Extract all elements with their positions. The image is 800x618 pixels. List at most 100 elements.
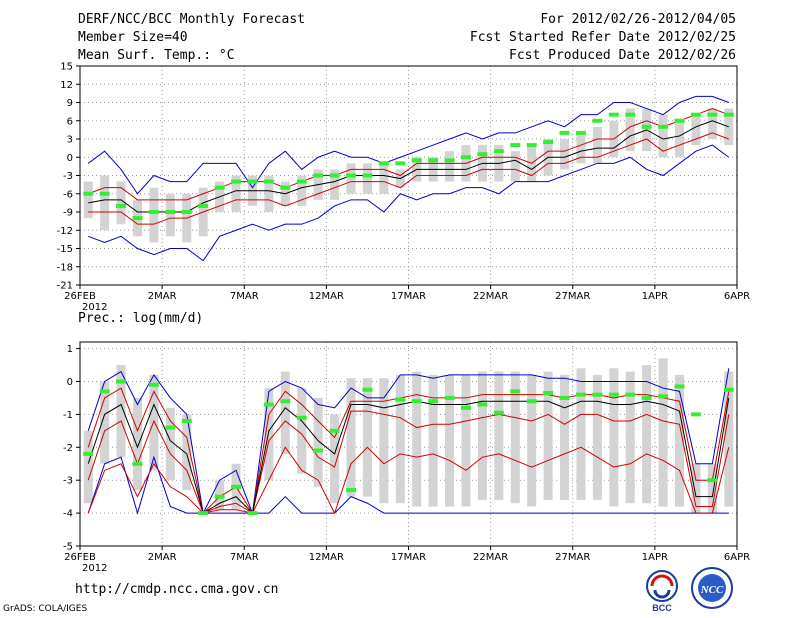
spread-box (116, 181, 126, 225)
spread-box (346, 163, 356, 194)
obs-marker (165, 425, 176, 430)
spread-box (362, 163, 372, 194)
obs-marker (510, 389, 521, 394)
produced-date: Fcst Produced Date 2012/02/26 (509, 48, 736, 63)
obs-marker (477, 402, 488, 407)
spread-box (658, 358, 668, 507)
spread-box (445, 374, 455, 507)
spread-box (642, 365, 652, 504)
upper-line (88, 108, 729, 201)
y-tick-label: -9 (63, 208, 73, 219)
obs-marker (378, 161, 389, 166)
spread-box (165, 407, 175, 481)
x-tick-label: 12MAR (309, 291, 344, 302)
bcc-logo-text: BCC (652, 603, 672, 613)
obs-marker (641, 124, 652, 129)
obs-marker (116, 203, 127, 208)
variable-label: Mean Surf. Temp.: °C (78, 48, 235, 63)
obs-marker (346, 173, 357, 178)
obs-marker (625, 112, 636, 117)
obs-marker (214, 185, 225, 190)
obs-marker (723, 112, 734, 117)
spread-box (560, 139, 570, 170)
obs-marker (296, 415, 307, 420)
x-year-label: 2012 (82, 302, 107, 313)
obs-marker (395, 161, 406, 166)
spread-box (362, 378, 372, 497)
obs-marker (592, 118, 603, 123)
x-tick-label: 22MAR (473, 291, 508, 302)
spread-box (560, 374, 570, 500)
obs-marker (181, 418, 192, 423)
spread-box (379, 378, 389, 504)
obs-marker (543, 391, 554, 395)
spread-box (83, 430, 93, 504)
obs-marker (526, 143, 537, 148)
y-tick-label: 3 (67, 135, 73, 146)
obs-marker (559, 130, 570, 135)
spread-box (231, 175, 241, 212)
y-tick-label: 0 (67, 377, 73, 388)
bcc-logo: BCC (646, 570, 678, 613)
footer-url[interactable]: http://cmdp.ncc.cma.gov.cn (75, 582, 279, 597)
obs-marker (116, 379, 127, 384)
obs-marker (510, 143, 521, 148)
spread-box (379, 163, 389, 194)
y-tick-label: 9 (67, 98, 73, 109)
obs-marker (329, 428, 340, 433)
grads-credit: GrADS: COLA/IGES (3, 604, 88, 614)
x-tick-label: 17MAR (391, 552, 426, 563)
obs-marker (460, 405, 471, 410)
obs-marker (362, 387, 373, 392)
obs-marker (132, 461, 143, 466)
max-line (87, 95, 729, 195)
chart-title: DERF/NCC/BCC Monthly Forecast (78, 12, 305, 27)
spread-box (280, 371, 290, 454)
obs-marker (362, 173, 373, 178)
obs-marker (280, 399, 291, 404)
obs-marker (247, 179, 258, 184)
spread-box (445, 151, 455, 182)
obs-marker (674, 118, 685, 123)
obs-marker (313, 448, 324, 453)
spread-box (609, 368, 619, 507)
obs-marker (148, 210, 159, 214)
x-tick-label: 26FEB (64, 552, 96, 563)
y-tick-label: -12 (57, 226, 73, 237)
spread-box (625, 371, 635, 504)
obs-marker (99, 389, 110, 394)
obs-marker (83, 191, 94, 196)
spread-box (264, 175, 274, 212)
spread-box (527, 374, 537, 507)
x-tick-label: 22MAR (473, 552, 508, 563)
spread-box (297, 388, 307, 474)
panel-precip: -5 -4 -3 -2 -1 0 1 26FEB 2MAR 7MAR 12MAR 17MAR 22MAR… (63, 341, 750, 574)
obs-marker (444, 158, 455, 163)
max-line (87, 368, 730, 515)
lower-line (87, 410, 730, 514)
spread-box (543, 371, 553, 500)
x-year-label: 2012 (82, 563, 107, 574)
obs-marker (148, 382, 159, 387)
spread-box (658, 114, 668, 158)
obs-marker (263, 402, 274, 407)
y-tick-label: -18 (57, 262, 73, 273)
upper-line (87, 387, 730, 515)
obs-marker (411, 158, 422, 163)
obs-marker (493, 410, 504, 415)
spread-box (330, 169, 340, 200)
x-tick-label: 1APR (642, 552, 668, 563)
spread-box (461, 374, 471, 507)
spread-box (149, 187, 159, 243)
obs-marker (493, 149, 504, 154)
obs-marker (690, 112, 701, 117)
obs-marker (247, 511, 258, 516)
obs-marker (198, 511, 209, 516)
obs-marker (707, 478, 718, 483)
obs-marker (559, 395, 570, 400)
x-tick-label: 7MAR (230, 291, 259, 302)
spread-box (707, 108, 717, 139)
obs-marker (592, 392, 603, 397)
obs-marker (214, 494, 225, 499)
